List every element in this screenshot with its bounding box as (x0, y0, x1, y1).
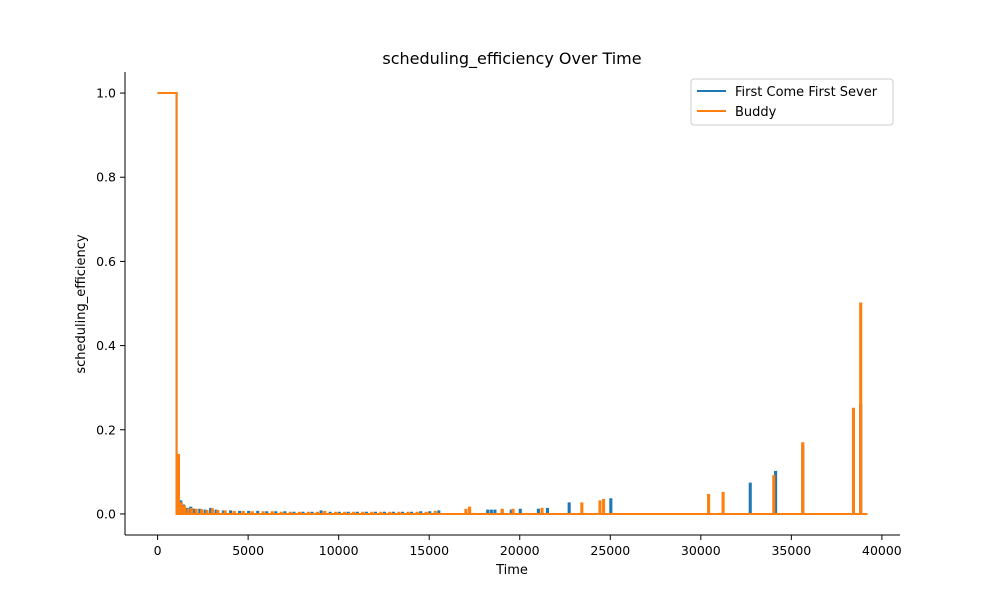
series-line-buddy (157, 92, 868, 515)
x-tick-label: 10000 (319, 543, 359, 558)
legend: First Come First Sever Buddy (690, 78, 894, 126)
x-tick-label: 0 (154, 543, 162, 558)
y-tick-label: 0.6 (96, 254, 116, 269)
chart-title: scheduling_efficiency Over Time (382, 49, 641, 69)
x-tick-label: 5000 (232, 543, 264, 558)
y-tick-label: 0.2 (96, 422, 116, 437)
y-ticks: 0.0 0.2 0.4 0.6 0.8 1.0 (96, 86, 125, 521)
y-axis-label: scheduling_efficiency (74, 234, 89, 374)
series-line-fcfs (157, 92, 868, 515)
y-tick-label: 0.8 (96, 170, 116, 185)
x-tick-label: 30000 (681, 543, 721, 558)
x-tick-label: 40000 (862, 543, 902, 558)
x-tick-label: 25000 (590, 543, 630, 558)
y-tick-label: 0.4 (96, 338, 116, 353)
legend-box (690, 78, 894, 126)
x-axis-label: Time (495, 563, 528, 578)
plot-lines (157, 92, 868, 515)
x-tick-label: 15000 (409, 543, 449, 558)
y-tick-label: 0.0 (96, 506, 116, 521)
legend-label-buddy: Buddy (735, 105, 777, 120)
x-ticks: 0 5000 10000 15000 20000 25000 30000 35000 40000 (154, 535, 902, 558)
legend-label-fcfs: First Come First Sever (735, 85, 878, 100)
y-tick-label: 1.0 (96, 86, 116, 101)
x-tick-label: 35000 (771, 543, 811, 558)
x-tick-label: 20000 (500, 543, 540, 558)
